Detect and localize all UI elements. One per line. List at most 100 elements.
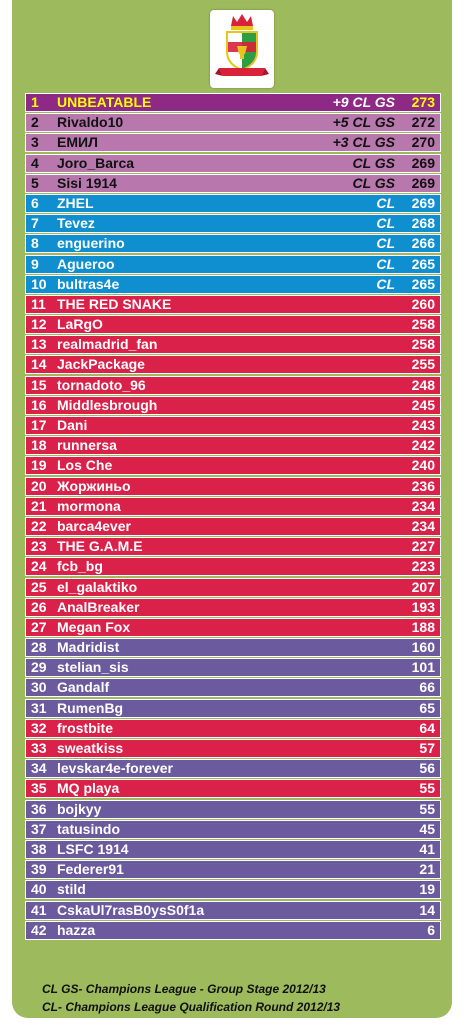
points-value: 223	[411, 558, 435, 575]
table-row: 1 UNBEATABLE +9 CL GS 273	[25, 93, 441, 112]
qualification-label: CL	[376, 235, 395, 252]
table-row: 32 frostbite 64	[25, 718, 441, 738]
table-row: 14 JackPackage 255	[25, 355, 441, 375]
table-row: 29 stelian_sis 101	[25, 658, 441, 678]
rank-number: 41	[31, 901, 47, 918]
player-name: ЕМИЛ	[57, 134, 98, 151]
rank-number: 30	[31, 679, 47, 696]
points-value: 160	[411, 639, 435, 656]
rank-number: 8	[31, 235, 39, 252]
table-row: 24 fcb_bg 223	[25, 557, 441, 577]
player-name: levskar4e-forever	[57, 760, 173, 777]
table-row: 26 AnalBreaker 193	[25, 597, 441, 617]
qualification-label: CL	[376, 275, 395, 292]
player-name: sweatkiss	[57, 740, 124, 756]
rank-number: 28	[31, 639, 47, 656]
table-row: 22 barca4ever 234	[25, 516, 441, 536]
table-row: 23 THE G.A.M.E 227	[25, 537, 441, 557]
rank-number: 33	[31, 740, 47, 756]
rank-number: 16	[31, 396, 47, 413]
rank-number: 12	[31, 316, 47, 333]
legend-line-cl: CL- Champions League Qualification Round…	[42, 1000, 341, 1014]
player-name: THE G.A.M.E	[57, 538, 143, 555]
points-value: 273	[411, 94, 435, 110]
table-row: 18 runnersa 242	[25, 436, 441, 456]
table-row: 19 Los Che 240	[25, 456, 441, 476]
rank-number: 35	[31, 780, 47, 797]
player-name: CskaUl7rasB0ysS0f1a	[57, 901, 205, 918]
rank-number: 38	[31, 840, 47, 857]
table-row: 21 mormona 234	[25, 496, 441, 516]
player-name: Rivaldo10	[57, 114, 124, 131]
points-value: 234	[411, 517, 435, 534]
points-value: 193	[411, 598, 435, 615]
table-row: 28 Madridist 160	[25, 638, 441, 658]
table-row: 17 Dani 243	[25, 416, 441, 435]
player-name: hazza	[57, 921, 96, 938]
rank-number: 17	[31, 417, 47, 433]
points-value: 56	[419, 760, 435, 777]
rank-number: 29	[31, 659, 47, 676]
points-value: 268	[411, 215, 435, 232]
points-value: 57	[419, 740, 435, 756]
player-name: AnalBreaker	[57, 598, 140, 615]
rank-number: 27	[31, 618, 47, 635]
points-value: 255	[411, 356, 435, 373]
rank-number: 5	[31, 174, 39, 191]
table-row: 37 tatusindo 45	[25, 819, 441, 839]
rank-number: 14	[31, 356, 47, 373]
rank-number: 7	[31, 215, 39, 232]
player-name: Joro_Barca	[57, 154, 135, 171]
player-name: el_galaktiko	[57, 578, 138, 595]
rank-number: 32	[31, 719, 47, 736]
player-name: Жоржиньо	[57, 477, 131, 494]
player-name: runnersa	[57, 437, 117, 454]
points-value: 270	[411, 134, 435, 151]
qualification-label: +3 CL GS	[332, 134, 395, 151]
player-name: ZHEL	[57, 194, 94, 211]
rank-number: 15	[31, 376, 47, 393]
rank-number: 26	[31, 598, 47, 615]
player-name: mormona	[57, 497, 121, 514]
rank-number: 22	[31, 517, 47, 534]
table-row: 33 sweatkiss 57	[25, 739, 441, 758]
legend-line-cl-gs: CL GS- Champions League - Group Stage 20…	[42, 982, 326, 996]
standings-table: 1 UNBEATABLE +9 CL GS 273 2 Rivaldo10 +5 CL GS…	[25, 93, 441, 941]
table-row: 11 THE RED SNAKE 260	[25, 294, 441, 314]
rank-number: 13	[31, 336, 47, 353]
rank-number: 2	[31, 114, 39, 131]
legend-footer: CL GS- Champions League - Group Stage 20…	[42, 980, 462, 1016]
table-row: 34 levskar4e-forever 56	[25, 759, 441, 779]
qualification-label: CL	[376, 255, 395, 272]
player-name: stild	[57, 881, 86, 898]
rank-number: 10	[31, 275, 47, 292]
points-value: 64	[419, 719, 435, 736]
table-row: 41 CskaUl7rasB0ysS0f1a 14	[25, 900, 441, 920]
player-name: Madridist	[57, 639, 120, 656]
points-value: 188	[411, 618, 435, 635]
points-value: 265	[411, 275, 435, 292]
points-value: 243	[411, 417, 435, 433]
points-value: 269	[411, 174, 435, 191]
points-value: 269	[411, 154, 435, 171]
rank-number: 36	[31, 800, 47, 817]
club-crest-icon	[215, 14, 269, 76]
player-name: Gandalf	[57, 679, 110, 696]
player-name: Tevez	[57, 215, 95, 232]
rank-number: 20	[31, 477, 47, 494]
table-row: 13 realmadrid_fan 258	[25, 335, 441, 355]
table-row: 12 LaRgO 258	[25, 315, 441, 335]
table-row: 36 bojkyy 55	[25, 799, 441, 819]
table-row: 42 hazza 6	[25, 920, 441, 940]
player-name: bultras4e	[57, 275, 120, 292]
table-row: 2 Rivaldo10 +5 CL GS 272	[25, 113, 441, 133]
rank-number: 1	[31, 94, 39, 110]
qualification-label: +5 CL GS	[332, 114, 395, 131]
points-value: 101	[411, 659, 435, 676]
points-value: 14	[419, 901, 435, 918]
table-row: 31 RumenBg 65	[25, 698, 441, 718]
rank-number: 25	[31, 578, 47, 595]
table-row: 35 MQ playa 55	[25, 779, 441, 799]
table-row: 4 Joro_Barca CL GS 269	[25, 153, 441, 173]
rank-number: 31	[31, 699, 47, 716]
